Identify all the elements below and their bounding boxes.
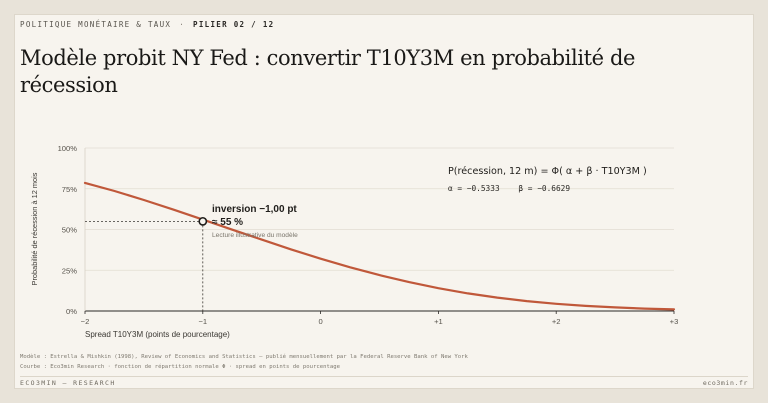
footer-divider xyxy=(20,376,748,377)
x-tick-label: −2 xyxy=(81,317,90,326)
probit-curve xyxy=(83,181,676,311)
x-tick-label: 0 xyxy=(318,317,322,326)
x-tick-label: +2 xyxy=(552,317,561,326)
footer-brand: ECO3MIN — RESEARCH xyxy=(20,379,116,387)
y-axis-label: Probabilité de récession à 12 mois xyxy=(30,172,39,285)
annotation-title: inversion −1,00 pt xyxy=(212,204,297,215)
y-tick-label: 75% xyxy=(62,185,77,194)
annotation-note: Lecture illustrative du modèle xyxy=(212,232,298,239)
x-axis-label: Spread T10Y3M (points de pourcentage) xyxy=(85,330,230,339)
formula-label: P(récession, 12 m) = Φ( α + β · T10Y3M ) xyxy=(448,165,647,177)
chart-card xyxy=(14,14,754,389)
y-tick-label: 100% xyxy=(58,144,78,153)
annotation-value: ≈ 55 % xyxy=(212,217,243,228)
params-label: α = −0.5333 β = −0.6629 xyxy=(448,184,570,193)
footnote-curve: Courbe : Eco3min Research · fonction de … xyxy=(20,364,340,370)
y-tick-label: 25% xyxy=(62,266,77,275)
pillar-label: PILIER 02 / 12 xyxy=(193,20,275,29)
annotation-marker xyxy=(198,216,208,226)
y-tick-label: 0% xyxy=(66,307,77,316)
x-tick-label: +3 xyxy=(670,317,679,326)
kicker-section: POLITIQUE MONÉTAIRE & TAUX xyxy=(20,20,172,29)
y-tick-label: 50% xyxy=(62,226,77,235)
x-tick-label: +1 xyxy=(434,317,443,326)
kicker-separator: · xyxy=(179,20,186,29)
page-title: Modèle probit NY Fed : convertir T10Y3M … xyxy=(20,46,636,97)
kicker: POLITIQUE MONÉTAIRE & TAUX · PILIER 02 / 1… xyxy=(20,20,274,29)
footnote-source: Modèle : Estrella & Mishkin (1998), Revi… xyxy=(20,354,468,360)
x-tick-label: −1 xyxy=(198,317,207,326)
footer-site: eco3min.fr xyxy=(702,379,748,387)
